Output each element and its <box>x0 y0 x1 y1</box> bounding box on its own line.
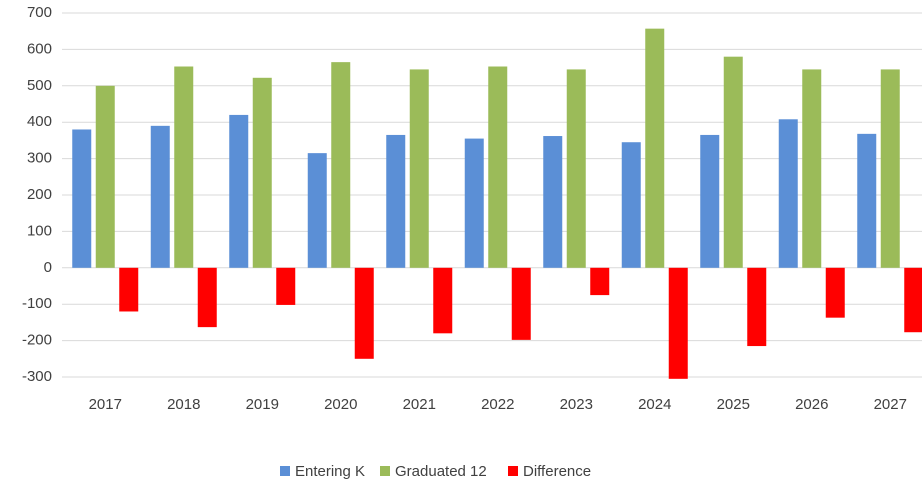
bar <box>252 77 272 268</box>
bar <box>778 119 798 268</box>
bar <box>857 133 877 268</box>
legend-label: Difference <box>523 463 591 480</box>
bar <box>433 267 453 334</box>
x-tick-label: 2023 <box>560 396 593 413</box>
y-tick-label: 300 <box>27 150 52 167</box>
labels: -300 -200 -100 0 100 200 300 400 500 600 700 2017 20… <box>22 4 907 413</box>
legend-swatch <box>380 466 390 476</box>
y-tick-label: -300 <box>22 368 52 385</box>
bar <box>880 69 900 268</box>
bar <box>354 267 374 359</box>
x-tick-label: 2017 <box>89 396 122 413</box>
bar <box>331 62 351 268</box>
legend-label: Graduated 12 <box>395 463 487 480</box>
x-tick-label: 2019 <box>246 396 279 413</box>
bar <box>464 138 484 268</box>
x-tick-label: 2020 <box>324 396 357 413</box>
legend-label: Entering K <box>295 463 365 480</box>
bar <box>700 134 720 268</box>
bar <box>645 28 665 268</box>
x-tick-label: 2021 <box>403 396 436 413</box>
y-tick-label: 100 <box>27 222 52 239</box>
legend: Entering K Graduated 12 Difference <box>280 463 591 480</box>
bar <box>150 125 170 268</box>
bar <box>590 267 610 296</box>
y-tick-label: 200 <box>27 186 52 203</box>
y-tick-label: 0 <box>44 259 52 276</box>
bar <box>543 136 563 268</box>
x-tick-label: 2018 <box>167 396 200 413</box>
bar <box>386 134 406 268</box>
x-tick-label: 2027 <box>874 396 907 413</box>
bar <box>668 267 688 379</box>
bar <box>723 56 743 268</box>
x-tick-label: 2026 <box>795 396 828 413</box>
legend-swatch <box>508 466 518 476</box>
bar <box>72 129 92 268</box>
x-tick-label: 2022 <box>481 396 514 413</box>
y-tick-label: -200 <box>22 332 52 349</box>
bar <box>511 267 531 340</box>
bar <box>197 267 217 328</box>
x-tick-label: 2024 <box>638 396 671 413</box>
bar <box>276 267 296 305</box>
bar <box>802 69 822 268</box>
bar <box>747 267 767 347</box>
bar <box>307 153 327 268</box>
bar <box>904 267 922 333</box>
bar <box>825 267 845 318</box>
bar <box>409 69 429 268</box>
legend-swatch <box>280 466 290 476</box>
bar <box>95 85 115 268</box>
bar <box>229 114 249 268</box>
bar <box>174 66 194 268</box>
y-tick-label: 400 <box>27 113 52 130</box>
y-tick-label: 500 <box>27 77 52 94</box>
bar <box>488 66 508 268</box>
x-tick-label: 2025 <box>717 396 750 413</box>
bar <box>566 69 586 268</box>
bar <box>621 142 641 268</box>
y-tick-label: 700 <box>27 4 52 21</box>
y-tick-label: 600 <box>27 40 52 57</box>
bars <box>72 28 922 379</box>
bar <box>119 267 139 312</box>
y-tick-label: -100 <box>22 295 52 312</box>
